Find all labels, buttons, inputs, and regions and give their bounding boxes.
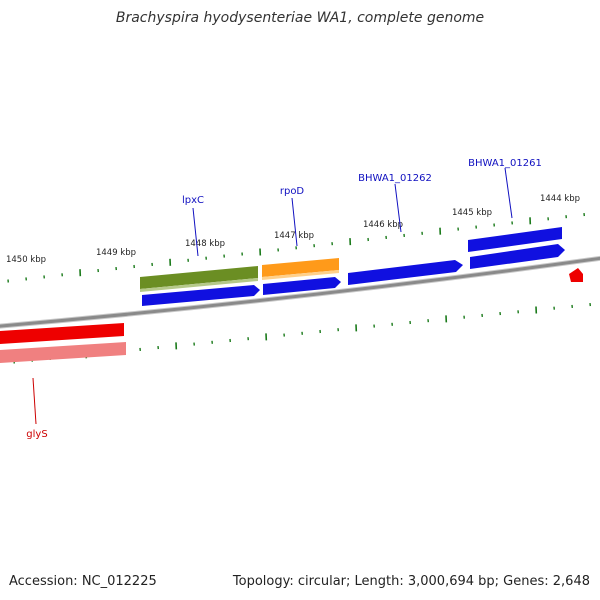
tick-label: 1449 kbp [96, 248, 136, 258]
tick-label: 1448 kbp [185, 239, 225, 249]
cds-arrow-2[interactable] [263, 277, 341, 295]
gene-label-BHWA1_01261[interactable]: BHWA1_01261 [468, 158, 542, 169]
features [0, 227, 583, 363]
tick-labels: 1450 kbp 1449 kbp 1448 kbp 1447 kbp 1446 kbp… [6, 194, 580, 265]
tick-label: 1446 kbp [363, 220, 403, 230]
gene-BHWA1_01261-bar[interactable] [468, 227, 562, 252]
gene-label-glyS[interactable]: glyS [26, 429, 47, 440]
gene-lpxC-bar-highlight [140, 278, 258, 292]
tick-label: 1444 kbp [540, 194, 580, 204]
outer-tick-ring [7, 213, 585, 283]
gene-glyS-bar[interactable] [0, 323, 124, 344]
cds-arrow-6[interactable] [569, 268, 583, 282]
genome-summary-text: Topology: circular; Length: 3,000,694 bp… [232, 574, 590, 589]
gene-glyS-bar-light [0, 342, 126, 363]
gene-rpoD-bar-highlight [262, 270, 339, 280]
leader-BHWA1_01262 [394, 183, 402, 233]
cds-arrow-3[interactable] [348, 260, 463, 285]
tick-label: 1450 kbp [6, 255, 46, 265]
gene-rpoD-bar[interactable] [262, 258, 339, 277]
backbone-line [0, 256, 600, 328]
gene-label-rpoD[interactable]: rpoD [280, 186, 305, 197]
accession-text: Accession: NC_012225 [9, 574, 157, 589]
cds-arrow-1[interactable] [142, 285, 260, 306]
leader-BHWA1_01261 [504, 167, 513, 219]
tick-label: 1447 kbp [274, 231, 314, 241]
map-title: Brachyspira hyodysenteriae WA1, complete… [115, 10, 485, 26]
leader-glyS [32, 377, 37, 425]
genome-backbone [0, 255, 600, 329]
tick-label: 1445 kbp [452, 208, 492, 218]
gene-lpxC-bar[interactable] [140, 266, 258, 289]
gene-label-BHWA1_01262[interactable]: BHWA1_01262 [358, 173, 432, 184]
gene-labels: lpxC rpoD BHWA1_01262 BHWA1_01261 glyS [26, 158, 542, 440]
gene-label-lpxC[interactable]: lpxC [182, 195, 204, 206]
leader-rpoD [291, 197, 298, 247]
leader-lpxC [192, 207, 199, 257]
cds-arrow-5[interactable] [470, 244, 565, 269]
label-leaders [32, 167, 513, 425]
